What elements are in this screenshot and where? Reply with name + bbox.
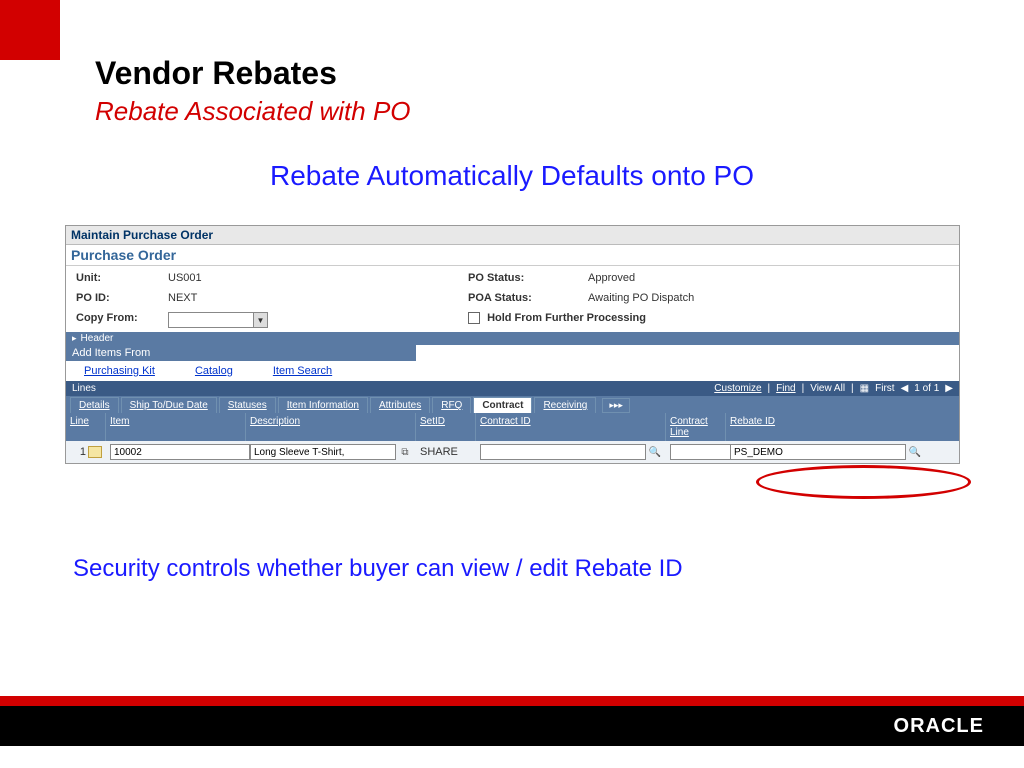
slide-headline: Rebate Automatically Defaults onto PO (0, 160, 1024, 192)
catalog-link[interactable]: Catalog (195, 365, 233, 377)
add-items-from-bar: Add Items From (66, 345, 416, 361)
item-search-link[interactable]: Item Search (273, 365, 332, 377)
poastatus-label: POA Status: (468, 292, 588, 304)
copyfrom-label: Copy From: (76, 312, 168, 324)
lines-bar: Lines Customize| Find| View All| ▦ First… (66, 381, 959, 396)
poastatus-value: Awaiting PO Dispatch (588, 292, 788, 304)
header-expand-bar[interactable]: Header (66, 332, 959, 345)
table-row: 1 🔍 ⧉ SHARE 🔍 🔍 🔍 (66, 441, 959, 463)
grid-icon[interactable]: ▦ (860, 383, 869, 394)
form-area: Unit: PO ID: Copy From: US001 NEXT ▼ PO … (66, 266, 959, 332)
expand-icon[interactable]: ⧉ (398, 445, 412, 459)
tab-attributes[interactable]: Attributes (370, 397, 430, 413)
slide-title: Vendor Rebates (95, 55, 411, 92)
breadcrumb: Maintain Purchase Order (66, 226, 959, 245)
copyfrom-dropdown[interactable]: ▼ (168, 312, 268, 328)
search-icon[interactable]: 🔍 (908, 445, 922, 459)
postatus-label: PO Status: (468, 272, 588, 284)
unit-value: US001 (168, 272, 468, 284)
slide-subtitle: Rebate Associated with PO (95, 96, 411, 127)
hold-row: Hold From Further Processing (468, 312, 588, 324)
slide-footnote: Security controls whether buyer can view… (73, 555, 683, 583)
tab-contract[interactable]: Contract (473, 397, 532, 413)
postatus-value: Approved (588, 272, 788, 284)
col-line[interactable]: Line (66, 413, 106, 441)
lines-label: Lines (72, 383, 96, 394)
tab-more[interactable]: ▸▸▸ (602, 398, 630, 413)
page-title: Purchase Order (66, 245, 959, 266)
tab-ship[interactable]: Ship To/Due Date (121, 397, 217, 413)
highlight-oval (756, 465, 971, 499)
setid-value: SHARE (420, 446, 458, 458)
poid-value: NEXT (168, 292, 468, 304)
col-item[interactable]: Item (106, 413, 246, 441)
col-setid[interactable]: SetID (416, 413, 476, 441)
tab-statuses[interactable]: Statuses (219, 397, 276, 413)
brand-red-square (0, 0, 60, 60)
line-number: 1 (80, 446, 86, 458)
description-input[interactable] (250, 444, 396, 460)
rebate-id-input[interactable] (730, 444, 906, 460)
tabs-row: Details Ship To/Due Date Statuses Item I… (66, 396, 959, 413)
first-link[interactable]: First (875, 383, 894, 394)
footer-black-bar: ORACLE (0, 706, 1024, 746)
col-contract-line[interactable]: Contract Line (666, 413, 726, 441)
customize-link[interactable]: Customize (714, 383, 761, 394)
counter: 1 of 1 (914, 383, 939, 394)
col-contract-id[interactable]: Contract ID (476, 413, 666, 441)
find-link[interactable]: Find (776, 383, 795, 394)
purchasing-kit-link[interactable]: Purchasing Kit (84, 365, 155, 377)
column-headers: Line Item Description SetID Contract ID … (66, 413, 959, 441)
footer-red-bar (0, 696, 1024, 706)
next-icon[interactable]: ▶ (945, 383, 953, 394)
title-block: Vendor Rebates Rebate Associated with PO (95, 55, 411, 127)
add-items-links: Purchasing Kit Catalog Item Search (66, 361, 959, 381)
oracle-logo: ORACLE (894, 715, 984, 738)
hold-checkbox[interactable] (468, 312, 480, 324)
tab-receiving[interactable]: Receiving (534, 397, 596, 413)
poid-label: PO ID: (76, 292, 168, 304)
contract-id-input[interactable] (480, 444, 646, 460)
search-icon[interactable]: 🔍 (648, 445, 662, 459)
unit-label: Unit: (76, 272, 168, 284)
viewall-link[interactable]: View All (810, 383, 845, 394)
app-screenshot: Maintain Purchase Order Purchase Order U… (65, 225, 960, 464)
tab-rfq[interactable]: RFQ (432, 397, 471, 413)
header-label: Header (81, 333, 114, 344)
chevron-down-icon[interactable]: ▼ (253, 313, 267, 327)
line-details-icon[interactable] (88, 446, 102, 458)
col-rebate-id[interactable]: Rebate ID (726, 413, 926, 441)
prev-icon[interactable]: ◀ (901, 383, 909, 394)
tab-details[interactable]: Details (70, 397, 119, 413)
item-input[interactable] (110, 444, 250, 460)
tab-item-info[interactable]: Item Information (278, 397, 368, 413)
col-description[interactable]: Description (246, 413, 416, 441)
